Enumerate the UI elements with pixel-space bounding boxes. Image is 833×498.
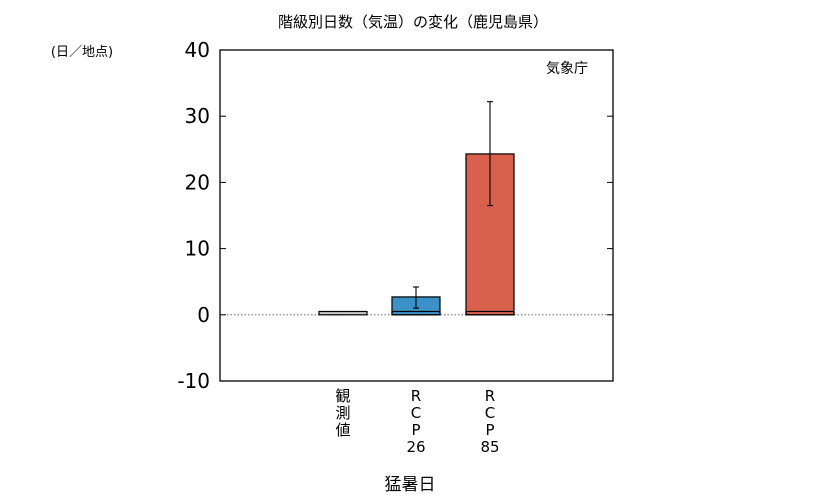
x-tick-label-rcp26: C bbox=[411, 404, 421, 422]
x-tick-label-rcp85: P bbox=[485, 421, 494, 439]
bar-baseline-rcp26 bbox=[391, 310, 441, 316]
y-tick-label: 10 bbox=[185, 237, 210, 261]
y-tick-label: 30 bbox=[185, 104, 210, 128]
x-tick-label-rcp85: C bbox=[485, 404, 495, 422]
x-tick-label-観測値: 測 bbox=[335, 404, 350, 422]
x-tick-label-rcp85: R bbox=[485, 387, 495, 405]
plot-frame bbox=[219, 49, 614, 382]
x-tick-label-観測値: 観 bbox=[335, 387, 350, 405]
y-tick-label: -10 bbox=[177, 369, 210, 393]
bar-baseline-観測値 bbox=[318, 310, 368, 316]
x-tick-label-rcp26: R bbox=[411, 387, 421, 405]
x-tick-label-rcp26: 26 bbox=[406, 438, 425, 456]
x-tick-label-観測値: 値 bbox=[335, 421, 350, 439]
source-annotation: 気象庁 bbox=[546, 61, 588, 77]
y-tick-label: 40 bbox=[185, 38, 210, 62]
x-axis-label: 猛暑日 bbox=[385, 475, 436, 495]
x-tick-label-rcp26: P bbox=[411, 421, 420, 439]
chart-title: 階級別日数（気温）の変化（鹿児島県） bbox=[278, 13, 548, 31]
x-tick-label-rcp85: 85 bbox=[480, 438, 499, 456]
bar-baseline-rcp85 bbox=[465, 310, 515, 316]
y-tick-label: 20 bbox=[185, 170, 210, 194]
y-axis-unit-label: (日／地点) bbox=[51, 45, 113, 60]
y-tick-label: 0 bbox=[197, 303, 210, 327]
